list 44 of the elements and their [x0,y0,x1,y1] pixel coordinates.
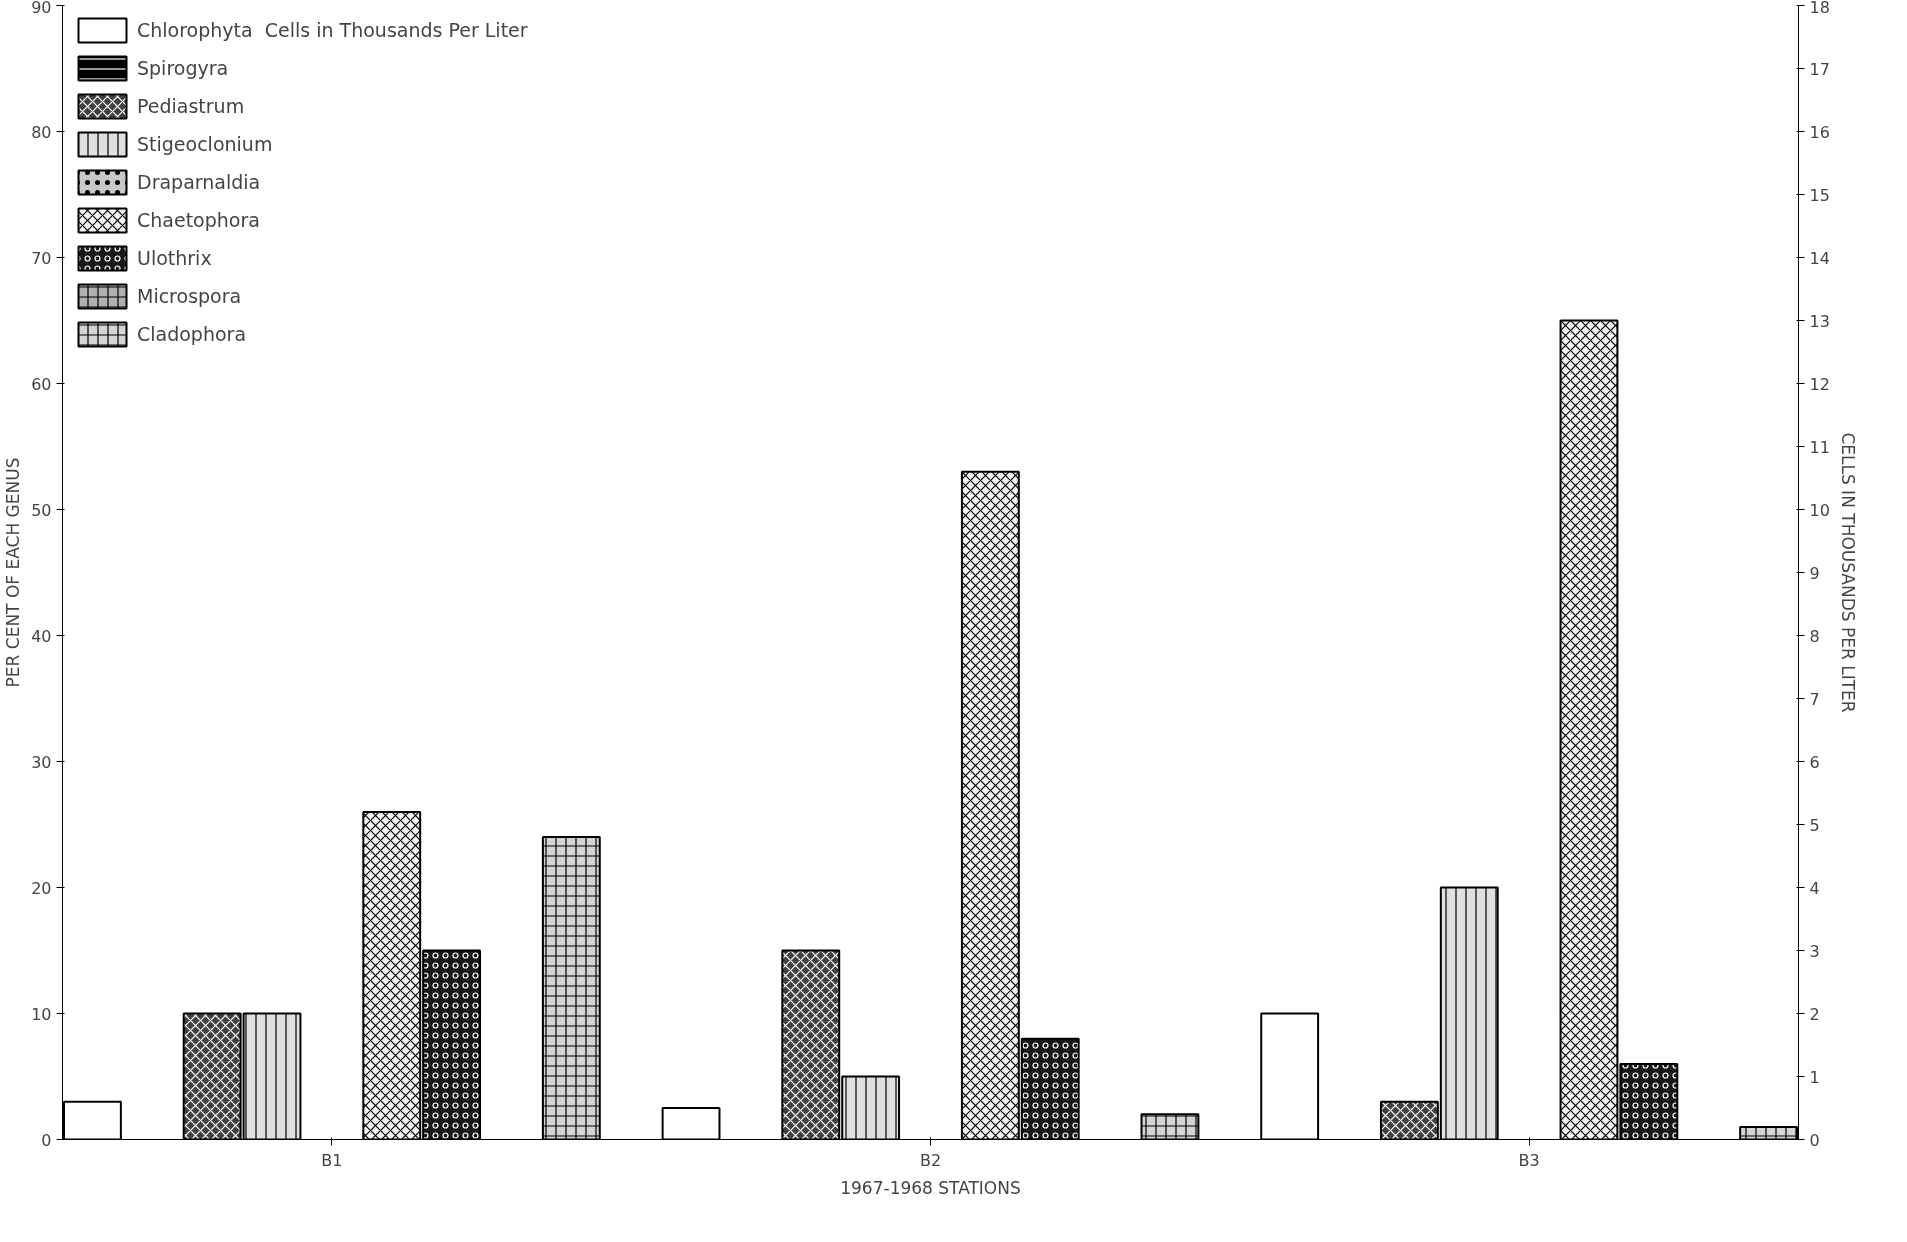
y2-tick-label: 10 [1809,500,1830,520]
y2-tick-label: 14 [1809,248,1830,268]
legend-label: Chaetophora [137,209,260,231]
y2-tick-label: 0 [1809,1130,1820,1150]
y-tick-label: 10 [31,1004,52,1024]
y2-tick-label: 5 [1809,815,1820,835]
legend-label: Chlorophyta Cells in Thousands Per Liter [137,19,528,41]
y-tick-label: 0 [41,1130,52,1150]
y-tick-label: 30 [31,752,52,772]
legend-label: Pediastrum [137,95,245,117]
legend-label: Ulothrix [137,247,212,269]
y2-tick-label: 15 [1809,185,1830,205]
y2-tick-label: 2 [1809,1004,1820,1024]
y-axis-title: PER CENT OF EACH GENUS [3,457,24,688]
x-axis-title: 1967-1968 STATIONS [840,1177,1021,1198]
y2-tick-label: 4 [1809,878,1820,898]
legend-label: Spirogyra [137,57,229,79]
legend-label: Cladophora [137,323,247,345]
y2-tick-label: 9 [1809,563,1820,583]
y2-axis-title: CELLS IN THOUSANDS PER LITER [1837,432,1858,713]
y-tick-label: 80 [31,122,52,142]
y-tick-label: 90 [31,0,52,17]
legend-label: Stigeoclonium [137,133,273,155]
x-tick-label: B2 [919,1150,942,1170]
legend-label: Draparnaldia [137,171,261,193]
y2-tick-label: 16 [1809,122,1830,142]
y2-tick-label: 1 [1809,1067,1820,1087]
y2-tick-label: 13 [1809,311,1830,331]
y2-tick-label: 8 [1809,626,1820,646]
y-tick-label: 70 [31,248,52,268]
y2-tick-label: 7 [1809,689,1820,709]
y2-tick-label: 6 [1809,752,1820,772]
legend-label: Microspora [137,285,242,307]
y2-tick-label: 11 [1809,437,1830,457]
x-tick-label: B3 [1518,1150,1540,1170]
y2-tick-label: 18 [1809,0,1830,17]
y2-tick-label: 12 [1809,374,1830,394]
y-tick-label: 20 [31,878,52,898]
y2-tick-label: 17 [1809,59,1830,79]
y-tick-label: 40 [31,626,52,646]
y2-tick-label: 3 [1809,941,1820,961]
x-tick-label: B1 [321,1150,343,1170]
y-tick-label: 50 [31,500,52,520]
y-tick-label: 60 [31,374,52,394]
